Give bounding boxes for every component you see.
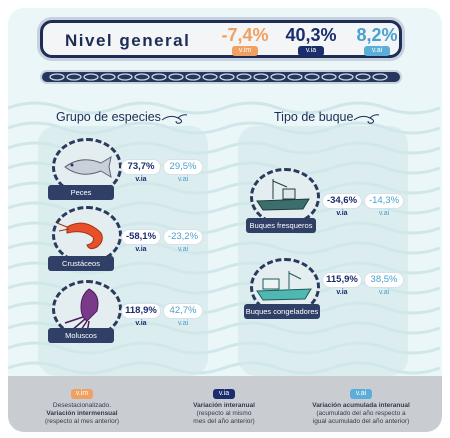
legend-vai: v.ai Variación acumulada interanual (acu…	[294, 382, 428, 426]
legend-vai-line3: igual acumulado del año anterior)	[312, 418, 410, 425]
chain-divider	[40, 70, 402, 84]
fish-icon	[64, 155, 112, 179]
legend-vim-line2: Variación intermensual	[46, 410, 118, 417]
vim-value: -7,4%	[221, 25, 269, 45]
species-label-peces: Peces	[48, 185, 114, 200]
congeladores-via-value: 115,9%	[322, 272, 362, 288]
moluscos-via-value: 118,9%	[121, 303, 161, 319]
vai-value: 8,2%	[356, 25, 398, 45]
vai-label: v.ai	[378, 289, 390, 296]
infographic-panel: Nivel general -7,4% v.im 40,3% v.ia 8,2%…	[8, 8, 442, 432]
species-label-moluscos: Moluscos	[48, 328, 114, 343]
vai-badge: v.ai	[364, 46, 390, 56]
legend-vim: v.im Desestacionalizado. Variación inter…	[22, 382, 142, 426]
via-label: v.ia	[336, 289, 348, 296]
legend-vai-line2: (acumulado del año respecto a	[316, 410, 406, 417]
legend-via-line2: (respecto al mismo	[196, 410, 252, 417]
legend-vim-line1: Desestacionalizado.	[52, 402, 112, 409]
fresqueros-via-value: -34,6%	[322, 193, 362, 209]
swirl-icon	[353, 114, 380, 124]
chain-links-icon	[49, 73, 388, 81]
legend-vai-badge: v.ai	[350, 389, 372, 399]
legend-vai-line1: Variación acumulada interanual	[312, 402, 410, 409]
squid-icon	[64, 288, 99, 334]
shrimp-icon	[56, 222, 103, 250]
general-level-header: Nivel general -7,4% v.im 40,3% v.ia 8,2%…	[40, 20, 402, 58]
species-label-crustaceos: Crustáceos	[48, 256, 114, 271]
vai-label: v.ai	[177, 320, 189, 327]
via-label: v.ia	[135, 246, 147, 253]
vai-label: v.ai	[177, 246, 189, 253]
legend-vim-line3: (respecto al mes anterior)	[44, 418, 120, 425]
swirl-icon	[161, 114, 188, 124]
fresqueros-vai-value: -14,3%	[364, 193, 404, 209]
fresh-boat-icon	[256, 179, 310, 211]
legend-via-line3: mes del año anterior)	[193, 418, 255, 425]
legend-via-badge: v.ia	[213, 389, 235, 399]
crustaceos-via-value: -58,1%	[121, 229, 161, 245]
congeladores-vai-value: 38,5%	[364, 272, 404, 288]
moluscos-vai-value: 42,7%	[163, 303, 203, 319]
vai-label: v.ai	[177, 176, 189, 183]
peces-vai-value: 29,5%	[163, 159, 203, 175]
species-section-title: Grupo de especies	[56, 110, 161, 124]
legend-footer: v.im Desestacionalizado. Variación inter…	[8, 376, 442, 432]
via-label: v.ia	[135, 176, 147, 183]
boat-label-fresqueros: Buques fresqueros	[246, 218, 316, 233]
boat-column	[238, 126, 408, 376]
via-label: v.ia	[135, 320, 147, 327]
legend-vim-badge: v.im	[71, 389, 93, 399]
boat-label-congeladores: Buques congeladores	[244, 304, 320, 319]
via-label: v.ia	[336, 210, 348, 217]
via-badge: v.ia	[298, 46, 324, 56]
legend-via: v.ia Variación interanual (respecto al m…	[164, 382, 284, 426]
legend-via-line1: Variación interanual	[193, 402, 255, 409]
boat-section-title: Tipo de buque	[274, 110, 354, 124]
via-value: 40,3%	[285, 25, 337, 45]
page-title: Nivel general	[65, 31, 191, 50]
vai-label: v.ai	[378, 210, 390, 217]
vim-badge: v.im	[232, 46, 258, 56]
crustaceos-vai-value: -23,2%	[163, 229, 203, 245]
fresh-boat-medal	[250, 168, 320, 226]
freezer-boat-icon	[256, 271, 312, 301]
peces-via-value: 73,7%	[121, 159, 161, 175]
